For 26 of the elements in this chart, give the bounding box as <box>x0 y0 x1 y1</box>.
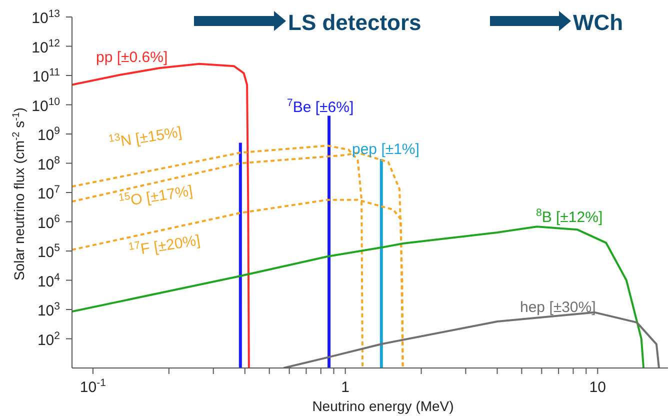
y-tick-label: 10$^{5}$ <box>37 242 60 261</box>
text: $^{13}$N [±15%] <box>108 124 184 150</box>
y-tick-label: 10$^{9}$ <box>37 125 60 144</box>
y-tick-label: 10$^{2}$ <box>37 330 60 349</box>
y-tick-label: 10$^{10}$ <box>32 96 60 115</box>
y-tick-label: 10$^{6}$ <box>37 212 60 232</box>
y-tick-label: 10$^{11}$ <box>32 66 60 86</box>
annotation: WCh <box>573 10 624 35</box>
x-axis-title: Neutrino energy (MeV) <box>312 398 454 414</box>
series-label: pp [±0.6%] <box>96 49 168 66</box>
x-tick-label: 10$^{-1}$ <box>80 377 106 396</box>
y-tick-label: 10$^{7}$ <box>37 184 60 202</box>
series-label: $^{7}$Be [±6%] <box>287 97 354 116</box>
series-label: $^{8}$B [±12%] <box>536 207 603 226</box>
text: $^{17}$F [±20%] <box>128 232 202 258</box>
annotation: LS detectors <box>288 10 422 35</box>
y-tick-label: 10$^{13}$ <box>32 8 60 27</box>
series-label: hep [±30%] <box>520 299 596 316</box>
y-tick-label: 10$^{4}$ <box>37 271 60 290</box>
x-tick-label: 1 <box>341 379 350 396</box>
y-tick-label: 10$^{8}$ <box>37 154 60 174</box>
series-label: pep [±1%] <box>352 141 420 158</box>
y-tick-label: 10$^{12}$ <box>32 37 60 56</box>
text: $^{15}$O [±17%] <box>118 182 194 210</box>
y-tick-label: 10$^{3}$ <box>37 300 60 320</box>
x-tick-label: 10 <box>589 379 606 396</box>
